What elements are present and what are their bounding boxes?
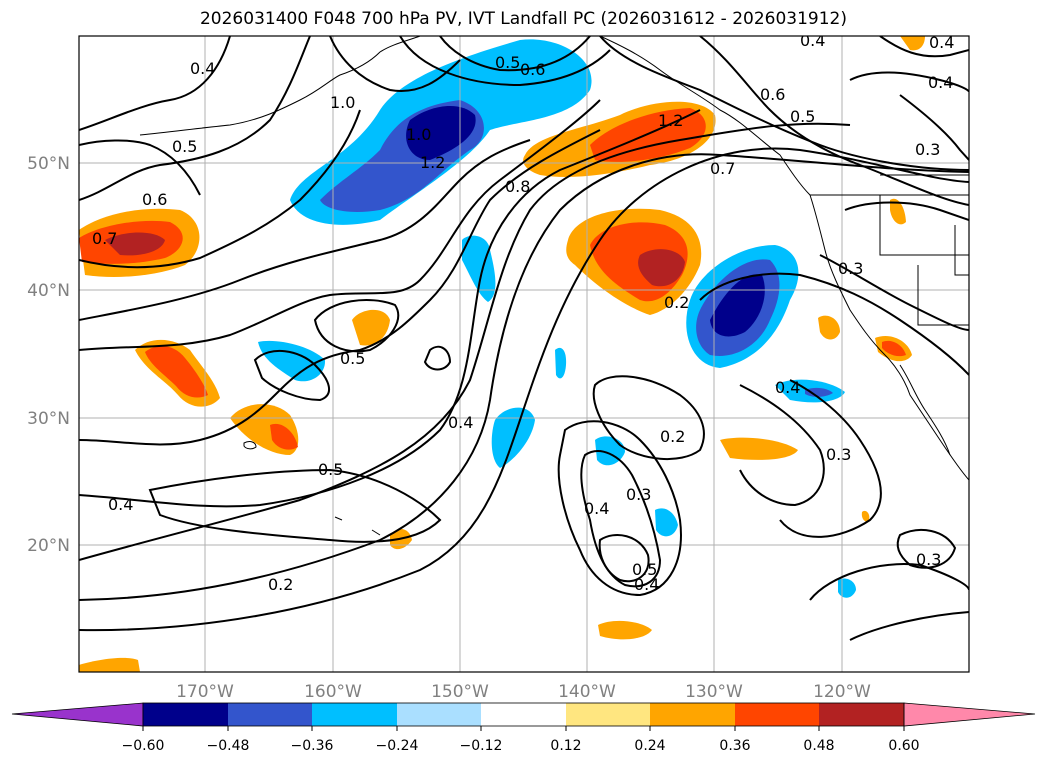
longitude-labels: 170°W 160°W 150°W 140°W 130°W 120°W — [176, 682, 871, 702]
colorbar-segment — [397, 703, 481, 726]
colorbar-tick-label: 0.12 — [550, 738, 581, 754]
contour-label: 0.4 — [775, 378, 800, 397]
negative-anomaly-small-f-core — [805, 387, 833, 397]
lon-label-160w: 160°W — [304, 682, 362, 702]
contour-label: 0.7 — [710, 159, 735, 178]
contour-label: 0.3 — [626, 485, 651, 504]
contour-labels: 0.4 0.5 0.6 1.0 1.0 1.2 1.2 0.5 0.6 0.7 … — [92, 31, 954, 594]
contour-label: 0.5 — [495, 53, 520, 72]
colorbar-tick-label: 0.48 — [803, 738, 834, 754]
negative-anomaly-small-e — [655, 508, 678, 537]
contour-label: 0.4 — [584, 499, 609, 518]
positive-anomaly-small-a — [352, 309, 390, 346]
colorbar-tick-label: −0.48 — [207, 738, 250, 754]
contour-label: 0.3 — [826, 445, 851, 464]
contour-label: 1.2 — [420, 153, 445, 172]
positive-anomaly-west-peak — [105, 232, 165, 256]
colorbar-extend-min — [11, 702, 144, 727]
contour-label: 0.4 — [800, 31, 825, 50]
colorbar-tick-label: −0.36 — [291, 738, 334, 754]
colorbar-frame — [142, 702, 905, 727]
contour-label: 0.3 — [838, 259, 863, 278]
contour-label: 0.5 — [340, 349, 365, 368]
positive-anomaly-subtropical-a-core — [145, 346, 208, 398]
positive-anomaly-small-j — [861, 510, 870, 522]
contour-label: 1.0 — [330, 93, 355, 112]
contour-label: 0.2 — [660, 427, 685, 446]
contour-label: 0.5 — [318, 460, 343, 479]
coastlines — [139, 36, 969, 536]
contour-label: 0.4 — [190, 59, 215, 78]
contour-label: 0.6 — [520, 60, 545, 79]
colorbar-segment — [228, 703, 312, 726]
contour-label: 0.5 — [790, 107, 815, 126]
lon-label-120w: 120°W — [813, 682, 871, 702]
positive-anomaly-subtropical-b-core — [270, 423, 298, 450]
negative-anomaly-small-g — [555, 347, 567, 379]
contour-label: 0.5 — [172, 137, 197, 156]
contour-label: 0.2 — [268, 575, 293, 594]
map-background — [79, 36, 969, 672]
lat-label-30n: 30°N — [27, 409, 70, 429]
contour-label: 0.2 — [664, 293, 689, 312]
colorbar-tick-label: 0.36 — [719, 738, 750, 754]
lon-label-130w: 130°W — [685, 682, 743, 702]
positive-anomaly-small-d — [818, 315, 840, 340]
contour-label: 0.3 — [916, 550, 941, 569]
lat-label-40n: 40°N — [27, 281, 70, 301]
contour-label: 0.4 — [634, 575, 659, 594]
colorbar-segment — [735, 703, 819, 726]
colorbar-segment — [481, 703, 566, 726]
colorbar: −0.60 −0.48 −0.36 −0.24 −0.12 0.12 0.24 … — [11, 702, 1036, 754]
contour-label: 0.6 — [142, 190, 167, 209]
colorbar-segment — [143, 703, 228, 726]
contour-label: 1.2 — [658, 111, 683, 130]
contour-label: 0.3 — [915, 140, 940, 159]
colorbar-tick-label: −0.60 — [122, 738, 165, 754]
negative-anomaly-gulf-alaska-peak — [406, 105, 476, 160]
contour-label: 0.4 — [108, 495, 133, 514]
colorbar-tick-label: 0.24 — [634, 738, 665, 754]
colorbar-segment — [312, 703, 397, 726]
contour-label: 0.4 — [448, 413, 473, 432]
colorbar-ticks — [142, 726, 905, 731]
colorbar-tick-label: −0.24 — [376, 738, 419, 754]
map-title: 2026031400 F048 700 hPa PV, IVT Landfall… — [199, 9, 847, 29]
positive-anomaly-small-i — [79, 657, 140, 672]
positive-anomaly-small-b — [720, 437, 798, 460]
contour-label: 0.4 — [929, 33, 954, 52]
lon-label-140w: 140°W — [558, 682, 616, 702]
contour-label: 0.5 — [632, 560, 657, 579]
contour-label: 0.6 — [760, 85, 785, 104]
positive-anomaly-small-c — [598, 620, 652, 640]
positive-anomaly-small-f — [890, 198, 906, 225]
contour-label: 1.0 — [406, 125, 431, 144]
contour-label: 0.8 — [505, 177, 530, 196]
positive-anomaly-small-g — [900, 36, 925, 51]
lon-label-170w: 170°W — [176, 682, 234, 702]
colorbar-tick-label: −0.12 — [460, 738, 503, 754]
lon-label-150w: 150°W — [431, 682, 489, 702]
positive-anomaly-central-pacific-peak — [638, 249, 685, 287]
map-frame — [78, 35, 970, 673]
pv-contours — [79, 36, 969, 641]
colorbar-segment — [566, 703, 650, 726]
colorbar-tick-label: 0.60 — [888, 738, 919, 754]
lat-label-20n: 20°N — [27, 536, 70, 556]
contour-label: 0.7 — [92, 229, 117, 248]
lat-label-50n: 50°N — [27, 154, 70, 174]
latitude-labels: 50°N 40°N 30°N 20°N — [27, 154, 70, 556]
colorbar-extend-max — [903, 702, 1036, 727]
colorbar-segment — [650, 703, 735, 726]
positive-anomaly-small-e-core — [882, 340, 906, 357]
colorbar-segment — [819, 703, 904, 726]
contour-label: 0.4 — [928, 73, 953, 92]
